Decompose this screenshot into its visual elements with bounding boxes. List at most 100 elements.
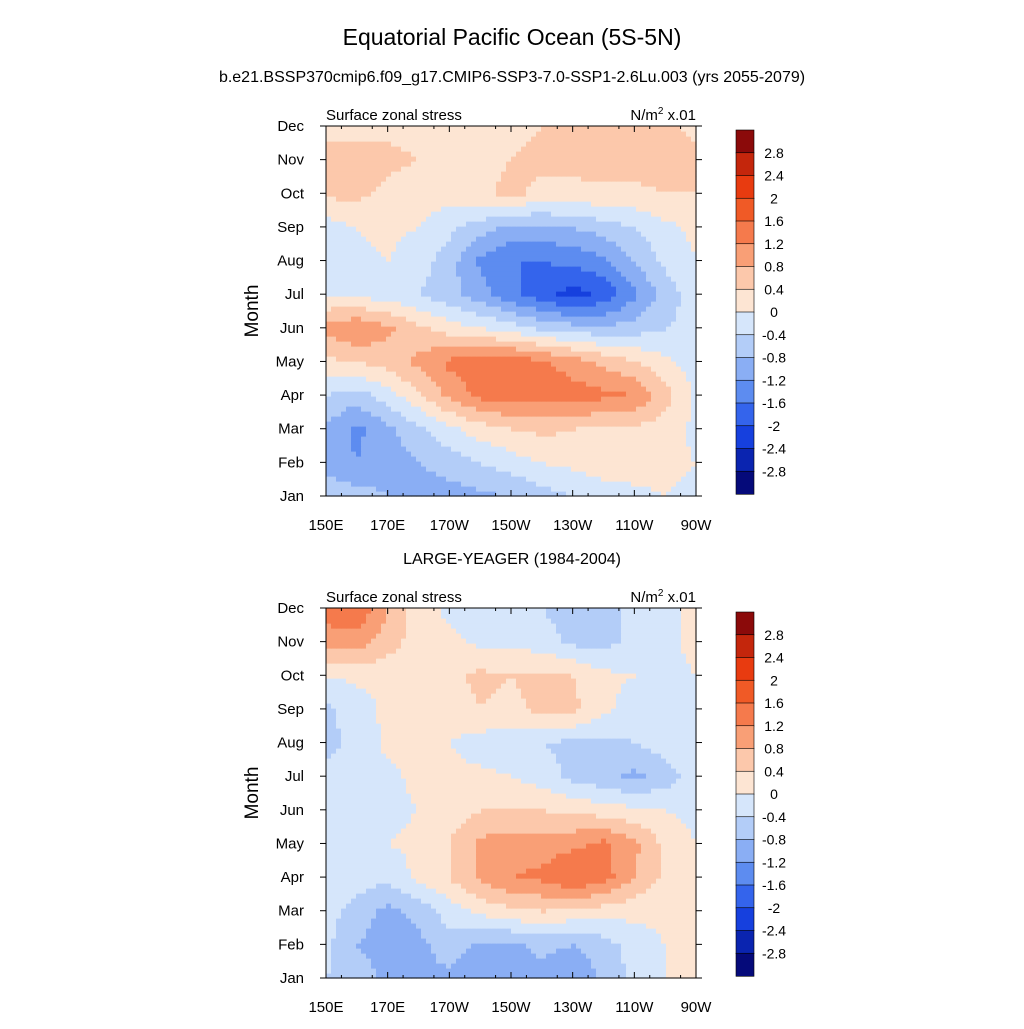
heatmap-cell: [366, 491, 372, 497]
heatmap-cell: [591, 466, 597, 472]
heatmap-cell: [381, 331, 387, 337]
heatmap-cell: [621, 311, 627, 317]
heatmap-cell: [556, 371, 562, 377]
heatmap-cell: [686, 386, 692, 392]
heatmap-cell: [606, 401, 612, 407]
heatmap-cell: [411, 416, 417, 422]
heatmap-cell: [516, 321, 522, 327]
heatmap-cell: [411, 321, 417, 327]
heatmap-cell: [341, 226, 347, 232]
heatmap-cell: [486, 376, 492, 382]
heatmap-cell: [466, 366, 472, 372]
heatmap-cell: [596, 296, 602, 302]
heatmap-cell: [686, 231, 692, 237]
heatmap-cell: [431, 281, 437, 287]
heatmap-cell: [546, 301, 552, 307]
heatmap-cell: [606, 166, 612, 172]
heatmap-cell: [666, 381, 672, 387]
heatmap-cell: [656, 276, 662, 282]
heatmap-cell: [331, 351, 337, 357]
heatmap-cell: [576, 421, 582, 427]
heatmap-cell: [596, 396, 602, 402]
heatmap-cell: [596, 441, 602, 447]
heatmap-cell: [536, 426, 542, 432]
heatmap-cell: [416, 416, 422, 422]
heatmap-cell: [431, 286, 437, 292]
heatmap-cell: [531, 476, 537, 482]
heatmap-cell: [521, 226, 527, 232]
heatmap-cell: [681, 206, 687, 212]
heatmap-cell: [476, 346, 482, 352]
heatmap-cell: [426, 421, 432, 427]
heatmap-cell: [336, 436, 342, 442]
heatmap-cell: [536, 341, 542, 347]
heatmap-cell: [681, 241, 687, 247]
heatmap-cell: [676, 311, 682, 317]
heatmap-cell: [361, 441, 367, 447]
heatmap-cell: [566, 416, 572, 422]
heatmap-cell: [671, 256, 677, 262]
heatmap-cell: [631, 461, 637, 467]
heatmap-cell: [566, 491, 572, 497]
heatmap-cell: [331, 431, 337, 437]
heatmap-cell: [671, 361, 677, 367]
heatmap-cell: [476, 466, 482, 472]
heatmap-cell: [406, 411, 412, 417]
heatmap-cell: [611, 326, 617, 332]
heatmap-cell: [516, 426, 522, 432]
heatmap-cell: [436, 196, 442, 202]
heatmap-cell: [581, 181, 587, 187]
heatmap-cell: [396, 271, 402, 277]
heatmap-cell: [416, 356, 422, 362]
heatmap-cell: [471, 426, 477, 432]
heatmap-cell: [401, 471, 407, 477]
heatmap-cell: [356, 401, 362, 407]
heatmap-cell: [421, 241, 427, 247]
heatmap-cell: [436, 361, 442, 367]
heatmap-cell: [401, 451, 407, 457]
heatmap-cell: [641, 451, 647, 457]
heatmap-cell: [566, 321, 572, 327]
heatmap-cell: [436, 436, 442, 442]
heatmap-cell: [651, 296, 657, 302]
heatmap-cell: [591, 426, 597, 432]
heatmap-cell: [476, 231, 482, 237]
heatmap-cell: [636, 296, 642, 302]
heatmap-cell: [361, 256, 367, 262]
heatmap-cell: [636, 356, 642, 362]
heatmap-cell: [521, 246, 527, 252]
heatmap-cell: [656, 191, 662, 197]
heatmap-cell: [421, 291, 427, 297]
heatmap-cell: [551, 276, 557, 282]
heatmap-cell: [521, 476, 527, 482]
heatmap-cell: [671, 401, 677, 407]
heatmap-cell: [461, 156, 467, 162]
heatmap-cell: [556, 381, 562, 387]
heatmap-cell: [391, 351, 397, 357]
heatmap-cell: [561, 191, 567, 197]
heatmap-cell: [651, 376, 657, 382]
heatmap-cell: [391, 161, 397, 167]
heatmap-cell: [596, 486, 602, 492]
heatmap-cell: [676, 226, 682, 232]
heatmap-cell: [536, 481, 542, 487]
heatmap-cell: [686, 401, 692, 407]
heatmap-cell: [326, 256, 332, 262]
heatmap-cell: [626, 276, 632, 282]
heatmap-cell: [466, 416, 472, 422]
heatmap-cell: [401, 161, 407, 167]
heatmap-cell: [581, 171, 587, 177]
heatmap-cell: [421, 356, 427, 362]
heatmap-cell: [371, 201, 377, 207]
heatmap-cell: [506, 171, 512, 177]
heatmap-cell: [516, 416, 522, 422]
heatmap-cell: [566, 256, 572, 262]
heatmap-cell: [341, 236, 347, 242]
heatmap-cell: [376, 276, 382, 282]
heatmap-cell: [551, 306, 557, 312]
heatmap-cell: [561, 386, 567, 392]
heatmap-cell: [521, 416, 527, 422]
heatmap-cell: [621, 376, 627, 382]
heatmap-cell: [486, 221, 492, 227]
heatmap-cell: [341, 356, 347, 362]
